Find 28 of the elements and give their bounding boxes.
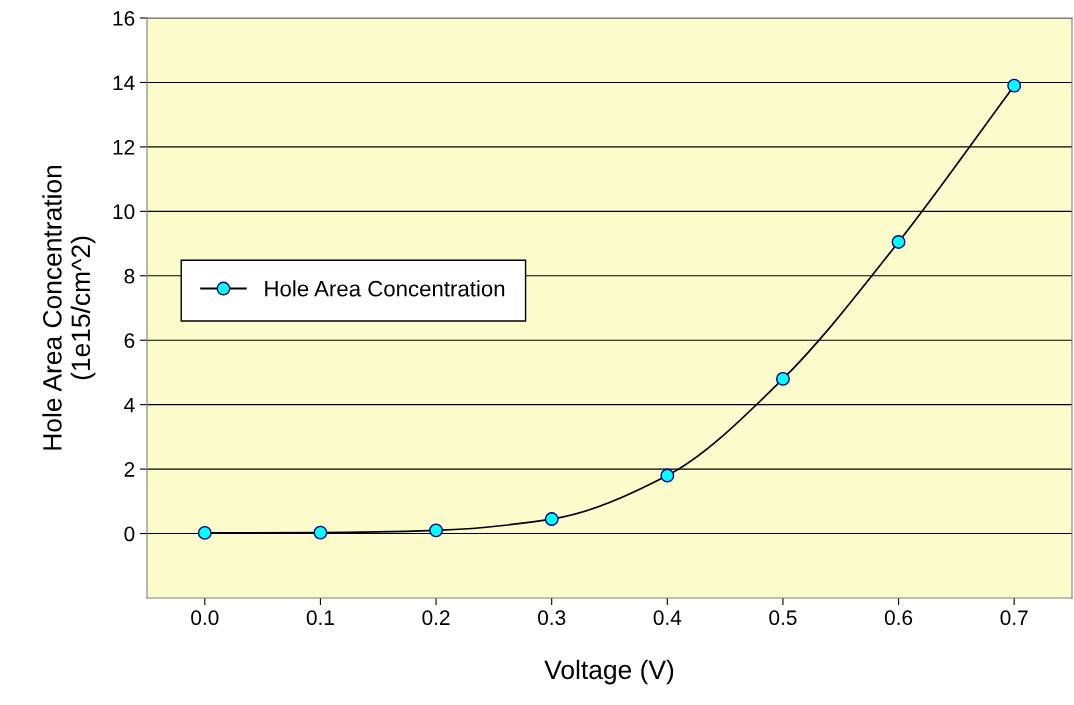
y-tick-label: 2 (124, 462, 135, 477)
point (775, 371, 790, 386)
y-tick-label: 10 (113, 204, 135, 220)
y-tick-label: 8 (124, 268, 135, 284)
x-tick-label: 0.6 (884, 610, 913, 626)
x-tick-label: 0.0 (191, 610, 219, 626)
point (891, 234, 906, 249)
point (197, 525, 212, 540)
x-tick-label: 0.4 (653, 610, 682, 626)
point (660, 468, 675, 483)
x-tick-label: 0.2 (422, 610, 450, 626)
y-tick-label: 16 (113, 11, 135, 26)
y-tick-label: 4 (124, 397, 135, 413)
point (1007, 78, 1022, 93)
y-axis-title: Hole Area Concentration (1e15/cm^2) (42, 165, 96, 450)
x-tick-label: 0.3 (538, 610, 566, 626)
y-tick-label: 14 (113, 75, 135, 90)
point (544, 512, 559, 527)
y-tick-label: 0 (124, 526, 135, 542)
y-tick-label: 6 (124, 333, 135, 348)
legend-label: Hole Area Concentration (265, 280, 505, 297)
y-tick-label: 12 (113, 139, 135, 155)
point (313, 525, 328, 540)
x-tick-label: 0.1 (306, 610, 334, 626)
x-tick-label: 0.7 (1000, 610, 1028, 626)
point (429, 523, 444, 538)
x-axis-title: Voltage (V) (544, 659, 674, 685)
x-tick-label: 0.5 (769, 610, 797, 626)
